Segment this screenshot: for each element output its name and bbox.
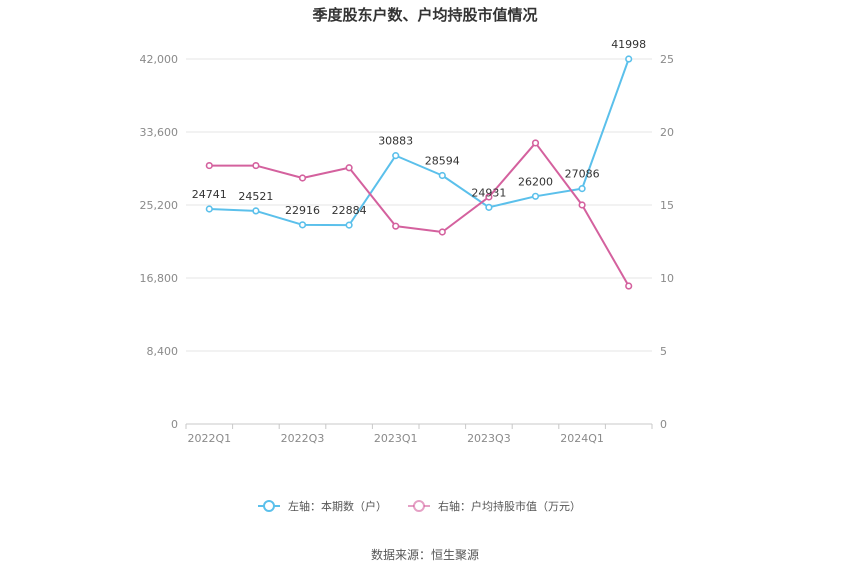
- grid-layer: [186, 58, 652, 352]
- series-line-0: [209, 58, 630, 227]
- series-0-point[interactable]: [625, 55, 633, 63]
- data-label: 30883: [378, 135, 413, 148]
- series-0-point[interactable]: [392, 152, 400, 160]
- left-tick-label: 16,800: [140, 272, 179, 285]
- series-1-point[interactable]: [345, 164, 353, 172]
- right-tick-label: 20: [660, 126, 674, 139]
- data-label: 24741: [192, 188, 227, 201]
- chart-title: 季度股东户数、户均持股市值情况: [312, 6, 537, 24]
- legend-item-left[interactable]: 左轴：本期数（户）: [258, 499, 387, 513]
- series-1-point[interactable]: [392, 222, 400, 230]
- series-1-point[interactable]: [205, 161, 213, 170]
- series-layer: [205, 55, 633, 290]
- x-tick-label: 2023Q1: [374, 432, 418, 445]
- right-tick-label: 25: [660, 53, 674, 66]
- data-label-layer: 24741 24521 22916 22884 30883 28594 24931 26200…: [192, 38, 646, 217]
- data-label: 22916: [285, 204, 320, 217]
- series-1-point[interactable]: [578, 201, 586, 209]
- source-text: 数据来源：恒生聚源: [371, 547, 479, 562]
- data-label: 41998: [611, 38, 646, 51]
- legend-marker-left: [263, 500, 275, 512]
- series-0-point[interactable]: [578, 185, 586, 193]
- data-label: 26200: [518, 175, 553, 188]
- series-1-point[interactable]: [485, 193, 493, 201]
- series-1-point[interactable]: [298, 174, 307, 182]
- right-tick-label: 10: [660, 272, 674, 285]
- x-tick-label: 2024Q1: [560, 432, 604, 445]
- data-label: 24521: [238, 190, 273, 203]
- series-1-point[interactable]: [438, 228, 446, 236]
- x-tick-label: 2022Q3: [281, 432, 325, 445]
- left-tick-label: 33,600: [140, 126, 179, 139]
- series-0-point[interactable]: [205, 205, 213, 213]
- left-tick-label: 25,200: [140, 199, 179, 212]
- series-line-1: [209, 141, 630, 287]
- axis-layer: 0 8,400 16,800 25,200 33,600 42,000 0 5 10 15 20 25…: [140, 53, 675, 445]
- legend-marker-right: [413, 500, 425, 512]
- right-tick-label: 0: [660, 418, 667, 431]
- legend-label-right: 右轴：户均持股市值（万元）: [438, 499, 581, 513]
- x-tick-label: 2023Q3: [467, 432, 511, 445]
- data-label: 22884: [332, 204, 367, 217]
- series-1-point[interactable]: [252, 161, 260, 170]
- series-1-point[interactable]: [625, 282, 633, 290]
- left-tick-label: 42,000: [140, 53, 179, 66]
- legend: 左轴：本期数（户） 右轴：户均持股市值（万元）: [258, 499, 581, 513]
- data-label: 28594: [425, 155, 460, 168]
- series-0-point[interactable]: [485, 203, 493, 211]
- series-0-point[interactable]: [531, 192, 540, 200]
- left-tick-label: 0: [171, 418, 178, 431]
- x-tick-label: 2022Q1: [187, 432, 231, 445]
- right-tick-label: 5: [660, 345, 667, 358]
- right-tick-label: 15: [660, 199, 674, 212]
- series-0-point[interactable]: [438, 171, 446, 180]
- data-label: 24931: [471, 186, 506, 199]
- left-tick-label: 8,400: [147, 345, 179, 358]
- series-1-point[interactable]: [531, 139, 540, 147]
- series-0-point[interactable]: [252, 207, 260, 215]
- legend-label-left: 左轴：本期数（户）: [288, 499, 387, 513]
- series-0-point[interactable]: [298, 221, 307, 229]
- legend-item-right[interactable]: 右轴：户均持股市值（万元）: [408, 499, 581, 513]
- series-0-point[interactable]: [345, 221, 353, 229]
- data-label: 27086: [565, 168, 600, 181]
